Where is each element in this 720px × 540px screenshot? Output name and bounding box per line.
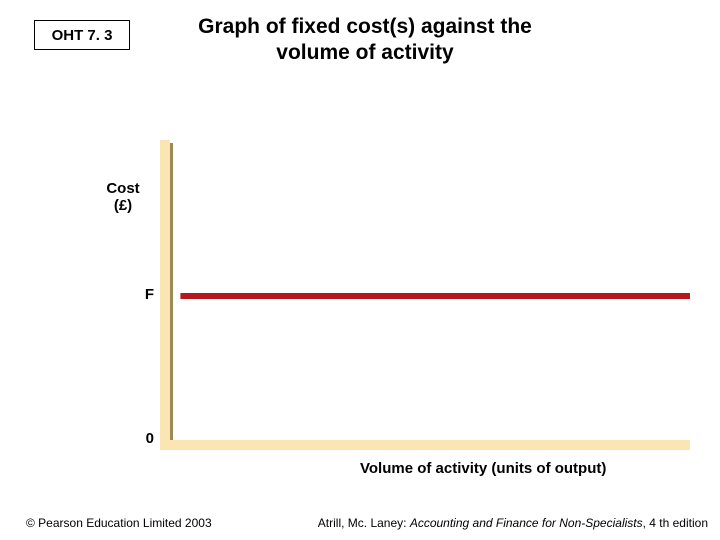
chart-svg xyxy=(160,140,690,450)
footer-citation: Atrill, Mc. Laney: Accounting and Financ… xyxy=(318,516,708,530)
x-axis-label: Volume of activity (units of output) xyxy=(360,460,606,477)
fixed-cost-chart: Cost (£) Volume of activity (units of ou… xyxy=(160,140,690,450)
y-tick-label: 0 xyxy=(132,430,154,447)
footer-copyright: © Pearson Education Limited 2003 xyxy=(26,516,212,530)
y-axis-label-line2: (£) xyxy=(114,197,132,214)
x-axis-label-text: Volume of activity (units of output) xyxy=(360,460,606,477)
y-axis-label-line1: Cost xyxy=(106,180,139,197)
title-line2: volume of activity xyxy=(276,41,453,64)
y-axis-label: Cost (£) xyxy=(96,180,150,215)
footer-citation-italic: Accounting and Finance for Non-Specialis… xyxy=(410,516,643,530)
footer-citation-prefix: Atrill, Mc. Laney: xyxy=(318,516,410,530)
oht-badge-text: OHT 7. 3 xyxy=(52,27,113,44)
oht-badge: OHT 7. 3 xyxy=(34,20,130,50)
footer-copyright-text: © Pearson Education Limited 2003 xyxy=(26,516,212,530)
title-line1: Graph of fixed cost(s) against the xyxy=(198,15,532,38)
footer-citation-suffix: , 4 th edition xyxy=(643,516,708,530)
y-tick-label: F xyxy=(132,286,154,303)
slide-title: Graph of fixed cost(s) against the volum… xyxy=(150,14,580,67)
